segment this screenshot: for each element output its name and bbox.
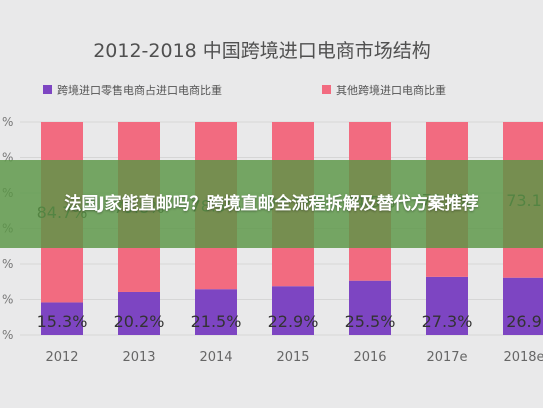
legend-label-1: 跨境进口零售电商占进口电商比重 (57, 83, 222, 97)
x-tick-label-2015: 2015 (276, 350, 309, 365)
bar-2013-series-1 (118, 291, 160, 335)
data-label-2013-series-1: 20.2% (114, 312, 165, 331)
y-tick-label: % (2, 115, 13, 129)
bar-2018e-series-1 (503, 277, 543, 335)
bar-2016-series-1 (349, 280, 391, 335)
data-label-2016-series-1: 25.5% (345, 312, 396, 331)
overlay-title: 法国J家能直邮吗？跨境直邮全流程拆解及替代方案推荐 (64, 193, 479, 214)
legend-swatch-2 (322, 85, 331, 94)
legend-swatch-1 (43, 85, 52, 94)
data-label-2017e-series-1: 27.3% (422, 312, 473, 331)
bar-2015-series-1 (272, 286, 314, 335)
y-tick-label: % (2, 328, 13, 342)
bar-2012-series-1 (41, 302, 83, 335)
x-tick-label-2017e: 2017e (426, 350, 467, 365)
x-tick-label-2016: 2016 (353, 350, 386, 365)
data-label-2018e-series-1: 26.9 (506, 312, 542, 331)
y-tick-label: % (2, 257, 13, 271)
x-tick-label-2013: 2013 (122, 350, 155, 365)
data-label-2015-series-1: 22.9% (268, 312, 319, 331)
data-label-2014-series-1: 21.5% (191, 312, 242, 331)
x-tick-label-2014: 2014 (199, 350, 232, 365)
x-axis-ticks: 2012 2013 2014 2015 2016 2017e 2018e (45, 350, 543, 365)
overlay-banner: 法国J家能直邮吗？跨境直邮全流程拆解及替代方案推荐 (0, 160, 543, 248)
x-tick-label-2018e: 2018e (503, 350, 543, 365)
x-tick-label-2012: 2012 (45, 350, 78, 365)
chart-title: 2012-2018 中国跨境进口电商市场结构 (93, 40, 431, 62)
y-tick-label: % (2, 293, 13, 307)
bar-2014-series-1 (195, 289, 237, 335)
legend-label-2: 其他跨境进口电商比重 (336, 83, 446, 97)
chart-legend: 跨境进口零售电商占进口电商比重 其他跨境进口电商比重 (43, 83, 446, 97)
data-label-2012-series-1: 15.3% (37, 312, 88, 331)
y-tick-label: % (2, 151, 13, 165)
bar-2017e-series-1 (426, 276, 468, 335)
